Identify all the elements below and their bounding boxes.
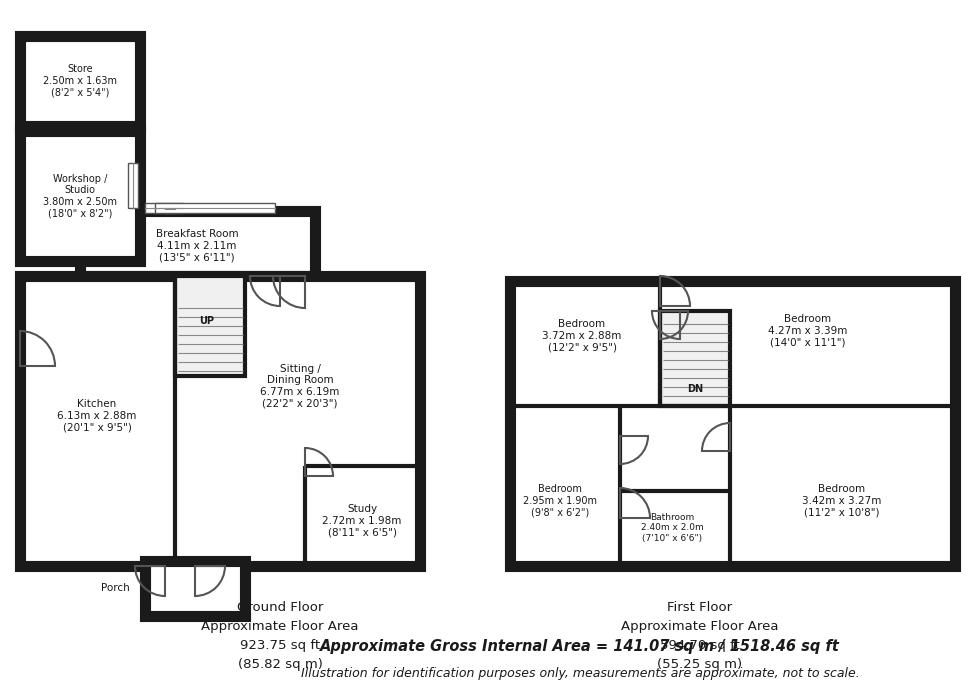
Bar: [128, 163, 138, 208]
Text: Breakfast Room
4.11m x 2.11m
(13'5" x 6'11"): Breakfast Room 4.11m x 2.11m (13'5" x 6'…: [156, 230, 238, 262]
Text: DN: DN: [687, 384, 703, 394]
Bar: [145, 203, 183, 213]
Bar: [20, 36, 140, 126]
Bar: [155, 203, 275, 213]
Text: Ground Floor
Approximate Floor Area
923.75 sq ft
(85.82 sq m): Ground Floor Approximate Floor Area 923.…: [201, 601, 359, 671]
Text: Bedroom
3.72m x 2.88m
(12'2" x 9'5"): Bedroom 3.72m x 2.88m (12'2" x 9'5"): [542, 319, 621, 353]
Text: UP: UP: [200, 316, 215, 326]
Text: Workshop /
Studio
3.80m x 2.50m
(18'0" x 8'2"): Workshop / Studio 3.80m x 2.50m (18'0" x…: [43, 173, 117, 219]
Bar: [80, 211, 315, 276]
Text: Bedroom
4.27m x 3.39m
(14'0" x 11'1"): Bedroom 4.27m x 3.39m (14'0" x 11'1"): [768, 315, 848, 347]
Text: Illustration for identification purposes only, measurements are approximate, not: Illustration for identification purposes…: [301, 667, 859, 681]
Text: Porch: Porch: [101, 583, 129, 593]
Text: Bedroom
2.95m x 1.90m
(9'8" x 6'2"): Bedroom 2.95m x 1.90m (9'8" x 6'2"): [523, 484, 597, 518]
Bar: [20, 276, 420, 566]
Text: Sitting /
Dining Room
6.77m x 6.19m
(22'2" x 20'3"): Sitting / Dining Room 6.77m x 6.19m (22'…: [261, 363, 340, 409]
Bar: [175, 276, 245, 376]
Bar: [165, 205, 175, 213]
Text: Bathroom
2.40m x 2.0m
(7'10" x 6'6"): Bathroom 2.40m x 2.0m (7'10" x 6'6"): [641, 513, 704, 543]
Text: First Floor
Approximate Floor Area
594.70 sq ft
(55.25 sq m): First Floor Approximate Floor Area 594.7…: [621, 601, 779, 671]
Bar: [20, 131, 140, 261]
Text: Store
2.50m x 1.63m
(8'2" x 5'4"): Store 2.50m x 1.63m (8'2" x 5'4"): [43, 65, 117, 97]
Text: Kitchen
6.13m x 2.88m
(20'1" x 9'5"): Kitchen 6.13m x 2.88m (20'1" x 9'5"): [57, 400, 136, 433]
Bar: [145, 561, 245, 616]
Text: Approximate Gross Internal Area = 141.07 sq m / 1518.46 sq ft: Approximate Gross Internal Area = 141.07…: [320, 638, 840, 654]
Text: Study
2.72m x 1.98m
(8'11" x 6'5"): Study 2.72m x 1.98m (8'11" x 6'5"): [322, 505, 402, 537]
Bar: [510, 281, 955, 566]
Bar: [660, 311, 730, 406]
Text: Bedroom
3.42m x 3.27m
(11'2" x 10'8"): Bedroom 3.42m x 3.27m (11'2" x 10'8"): [803, 484, 882, 518]
